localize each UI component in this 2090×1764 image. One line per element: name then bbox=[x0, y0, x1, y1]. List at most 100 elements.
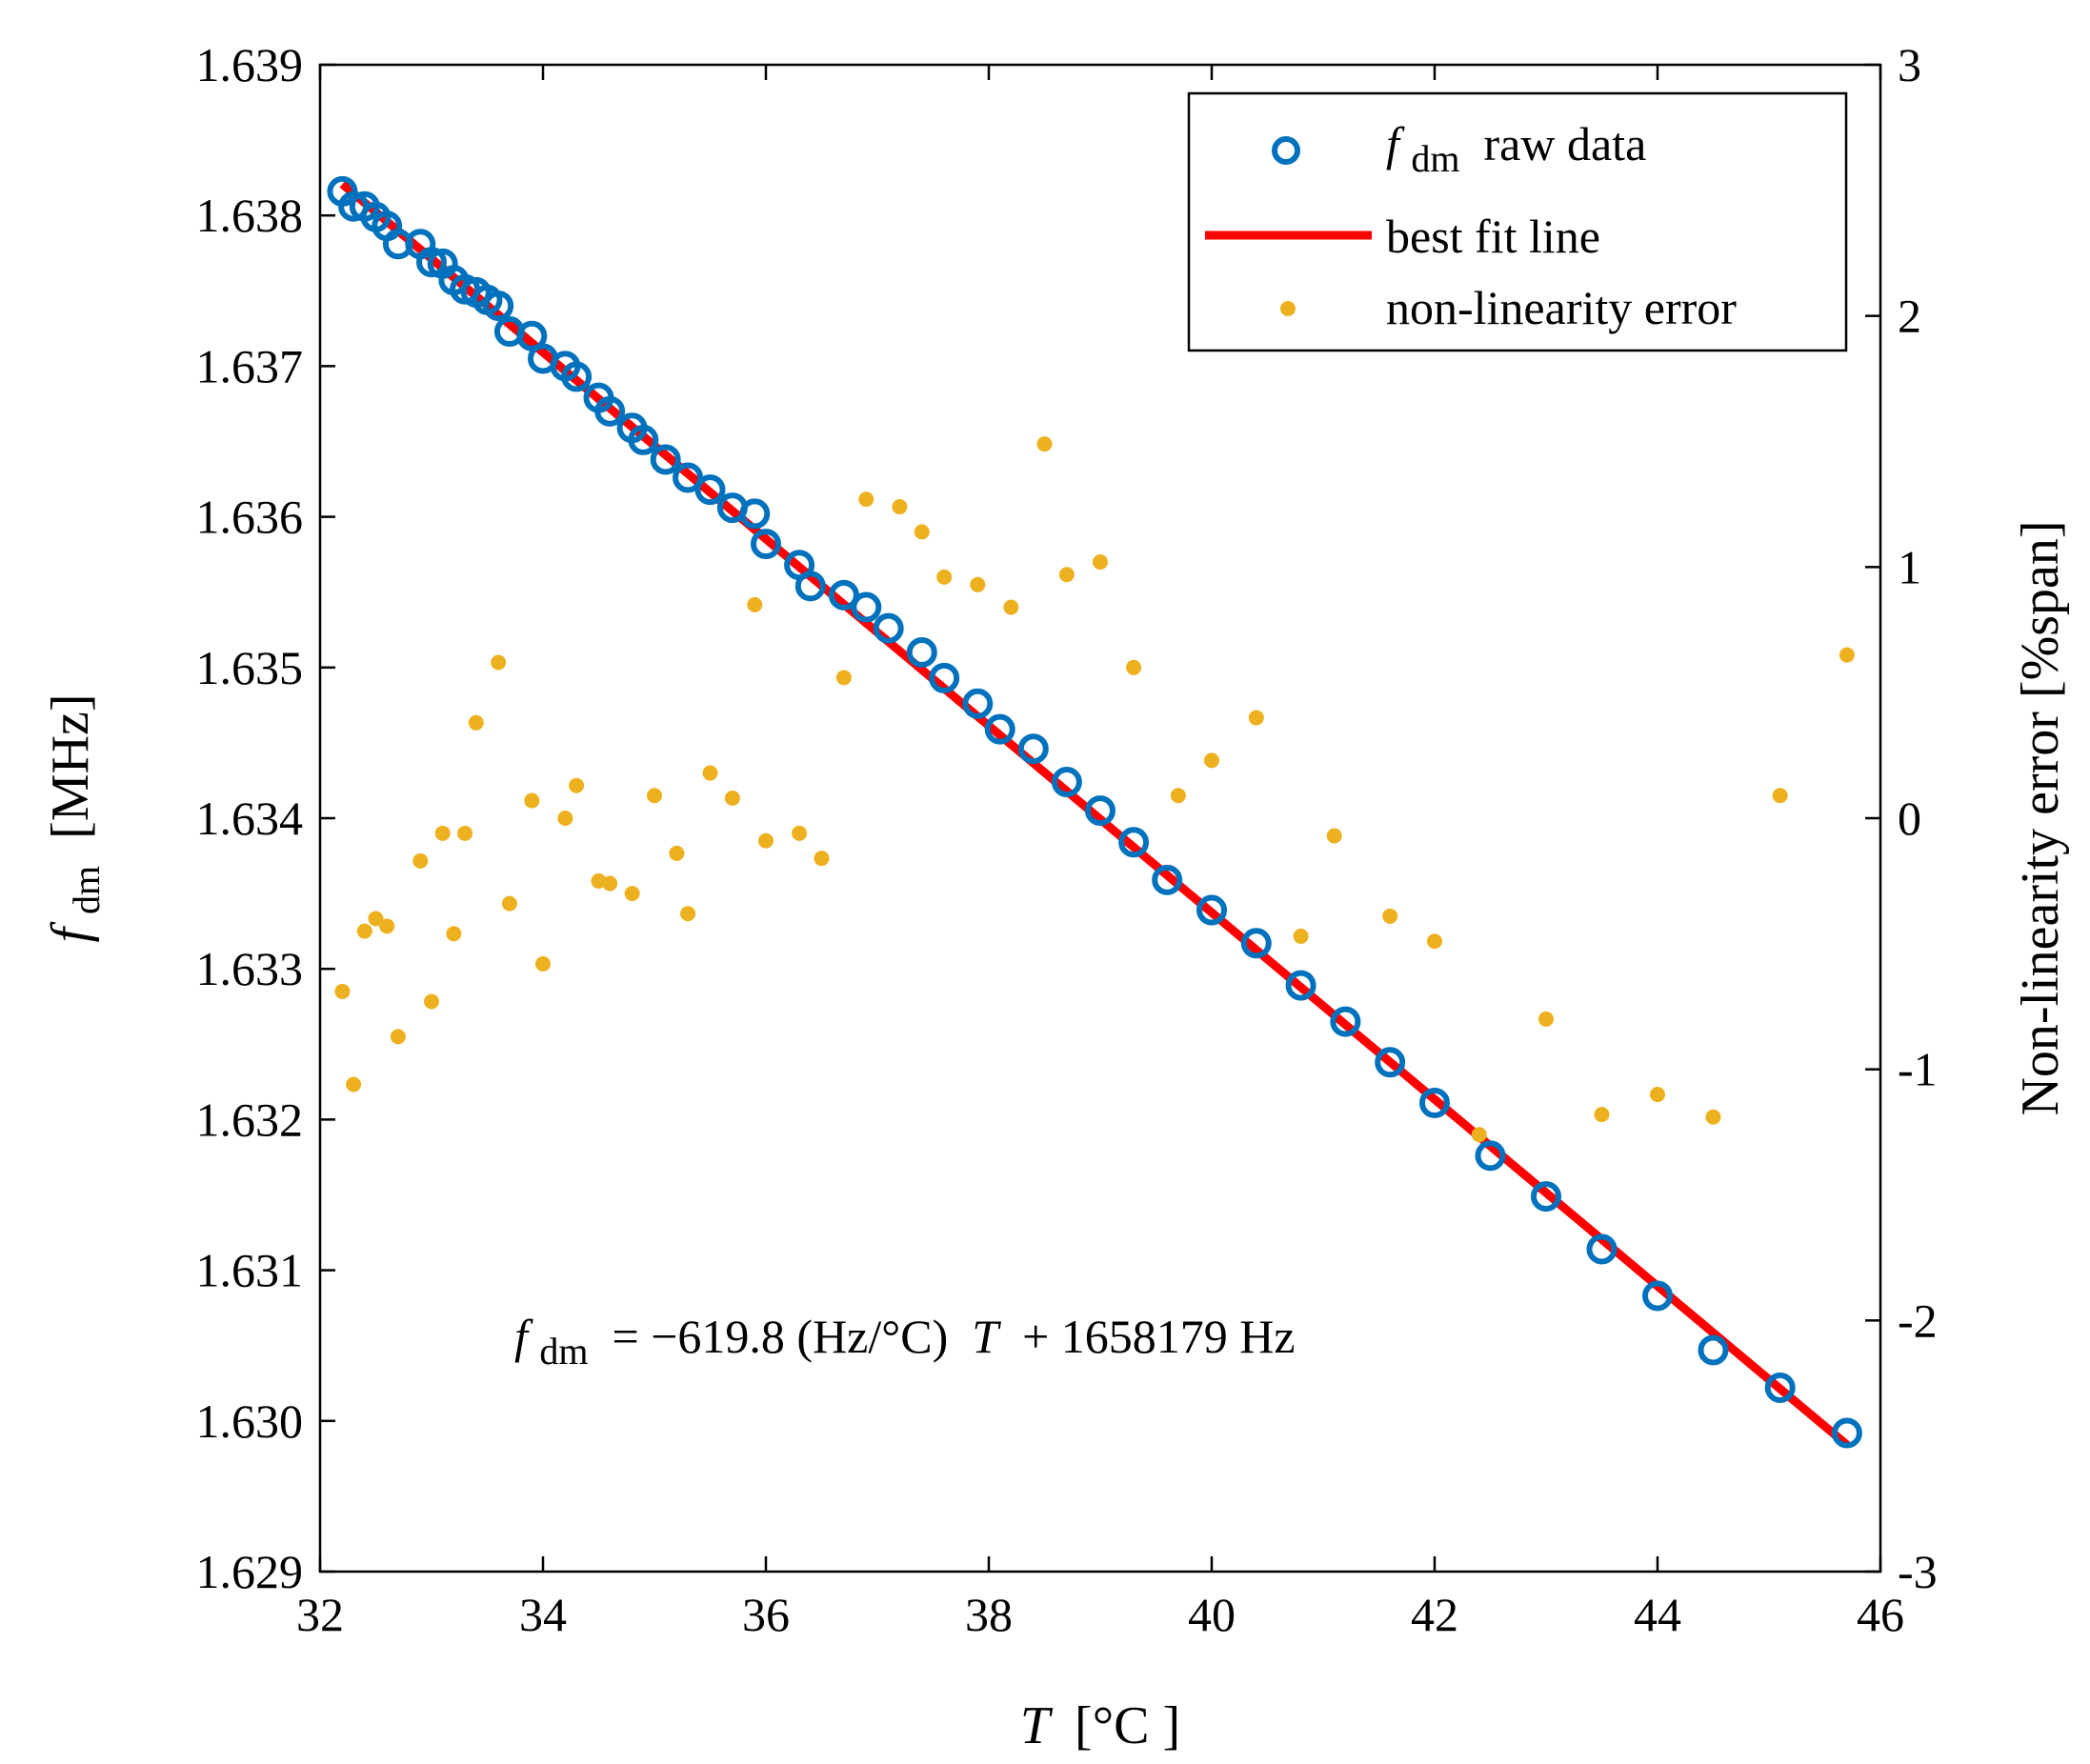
x-axis-label: T [°C ] bbox=[1020, 1696, 1180, 1755]
y-right-tick-label: -1 bbox=[1898, 1043, 1938, 1096]
error-data-point bbox=[356, 923, 372, 939]
raw-data-series bbox=[327, 175, 1862, 1449]
error-data-point bbox=[491, 654, 507, 671]
raw-data-point bbox=[483, 291, 514, 322]
raw-data-point bbox=[1330, 1006, 1361, 1037]
error-data-point bbox=[624, 886, 640, 902]
x-tick-labels: 32 34 36 38 40 42 44 46 bbox=[296, 1588, 1904, 1641]
x-tick-label: 36 bbox=[742, 1588, 790, 1641]
raw-data-point bbox=[1118, 827, 1150, 858]
error-data-point bbox=[1003, 599, 1019, 615]
error-data-point bbox=[814, 851, 830, 867]
y-left-unit: [MHz] bbox=[41, 693, 100, 838]
raw-data-point bbox=[1698, 1334, 1729, 1366]
error-data-point bbox=[424, 993, 439, 1010]
error-data-point bbox=[1058, 567, 1075, 583]
y-left-axis-label: f dm [MHz] bbox=[41, 693, 111, 942]
y-left-tick-labels: 1.629 1.630 1.631 1.632 1.633 1.634 1.635 1.636… bbox=[196, 38, 304, 1598]
y-left-tick-label: 1.638 bbox=[196, 189, 304, 242]
error-data-point bbox=[858, 491, 874, 508]
error-data-point bbox=[1594, 1107, 1610, 1123]
raw-data-point bbox=[1642, 1280, 1673, 1312]
raw-data-point bbox=[1152, 864, 1183, 895]
error-data-point bbox=[346, 1076, 362, 1092]
plot-frame bbox=[318, 63, 1882, 1574]
error-data-point bbox=[412, 852, 429, 869]
error-data-point bbox=[1427, 933, 1442, 950]
raw-data-point bbox=[1531, 1181, 1561, 1213]
raw-data-point bbox=[628, 424, 659, 455]
error-data-point bbox=[669, 845, 685, 861]
x-tick-label: 44 bbox=[1634, 1588, 1681, 1641]
raw-data-point bbox=[1196, 894, 1227, 926]
legend-raw-marker bbox=[1272, 136, 1300, 165]
raw-data-point bbox=[650, 444, 681, 475]
y-left-tick-label: 1.629 bbox=[196, 1545, 304, 1598]
raw-data-point bbox=[1051, 767, 1082, 798]
raw-data-point bbox=[673, 462, 704, 493]
x-tick-label: 34 bbox=[519, 1588, 567, 1641]
eq-T: T bbox=[972, 1310, 1001, 1363]
y-left-tick-label: 1.633 bbox=[196, 942, 304, 995]
eq-middle: = −619.8 (Hz/°C) bbox=[600, 1310, 960, 1363]
y-left-tick-label: 1.636 bbox=[196, 491, 304, 544]
best-fit-line bbox=[339, 180, 1850, 1449]
legend-raw-label: f dm raw data bbox=[1386, 117, 1646, 182]
error-data-point bbox=[936, 569, 953, 585]
raw-data-point bbox=[694, 474, 726, 506]
error-data-point bbox=[1036, 436, 1053, 452]
error-data-point bbox=[647, 788, 662, 804]
raw-data-point bbox=[1285, 970, 1316, 1001]
error-data-point bbox=[501, 895, 517, 912]
error-data-point bbox=[569, 777, 585, 793]
raw-data-point bbox=[594, 395, 626, 427]
error-data-point bbox=[535, 955, 551, 972]
y-right-tick-label: 1 bbox=[1898, 540, 1921, 593]
legend: f dm raw data best fit line non-linearit… bbox=[1187, 91, 1848, 352]
raw-data-point bbox=[1375, 1047, 1406, 1078]
error-data-point bbox=[1538, 1011, 1554, 1027]
raw-data-point bbox=[929, 662, 960, 693]
y-right-tick-label: -2 bbox=[1898, 1293, 1938, 1347]
error-data-point bbox=[1170, 788, 1186, 804]
legend-fit-label: best fit line bbox=[1386, 210, 1600, 263]
y-left-sub: dm bbox=[65, 866, 108, 914]
raw-data-point bbox=[1240, 928, 1272, 959]
y-left-tick-label: 1.635 bbox=[196, 641, 304, 694]
error-data-point bbox=[970, 576, 986, 592]
raw-data-point bbox=[751, 529, 781, 560]
error-data-point bbox=[1650, 1087, 1665, 1103]
error-data-point bbox=[368, 911, 384, 927]
error-data-point bbox=[434, 825, 451, 841]
legend-error-label: non-linearity error bbox=[1386, 281, 1737, 334]
raw-data-point bbox=[1586, 1233, 1618, 1265]
y-left-var: f bbox=[41, 921, 100, 943]
raw-data-point bbox=[1419, 1087, 1450, 1118]
eq-end: + 1658179 Hz bbox=[1011, 1310, 1296, 1363]
error-data-point bbox=[457, 825, 473, 841]
legend-error-marker bbox=[1280, 301, 1296, 316]
y-right-tick-label: 2 bbox=[1898, 290, 1921, 343]
error-data-point bbox=[1382, 908, 1398, 924]
y-right-tick-label: -3 bbox=[1898, 1545, 1938, 1598]
y-left-tick-label: 1.630 bbox=[196, 1394, 304, 1448]
error-data-point bbox=[524, 792, 540, 809]
x-tick-label: 46 bbox=[1857, 1588, 1904, 1641]
error-data-point bbox=[758, 832, 774, 849]
error-data-point bbox=[680, 906, 696, 922]
y-left-tick-label: 1.631 bbox=[196, 1244, 304, 1297]
error-series bbox=[334, 436, 1855, 1143]
error-data-point bbox=[1248, 710, 1264, 726]
y-left-tick-label: 1.639 bbox=[196, 38, 304, 91]
x-tick-label: 32 bbox=[296, 1588, 344, 1641]
error-data-point bbox=[379, 918, 395, 934]
error-data-point bbox=[1326, 828, 1342, 844]
error-data-point bbox=[724, 790, 740, 806]
y-right-axis-label: Non-linearity error [%span] bbox=[2011, 520, 2070, 1115]
raw-data-point bbox=[561, 361, 593, 392]
x-axis-var: T bbox=[1020, 1696, 1054, 1755]
error-data-point bbox=[334, 983, 351, 999]
x-tick-label: 38 bbox=[965, 1588, 1013, 1641]
error-data-point bbox=[892, 499, 908, 515]
